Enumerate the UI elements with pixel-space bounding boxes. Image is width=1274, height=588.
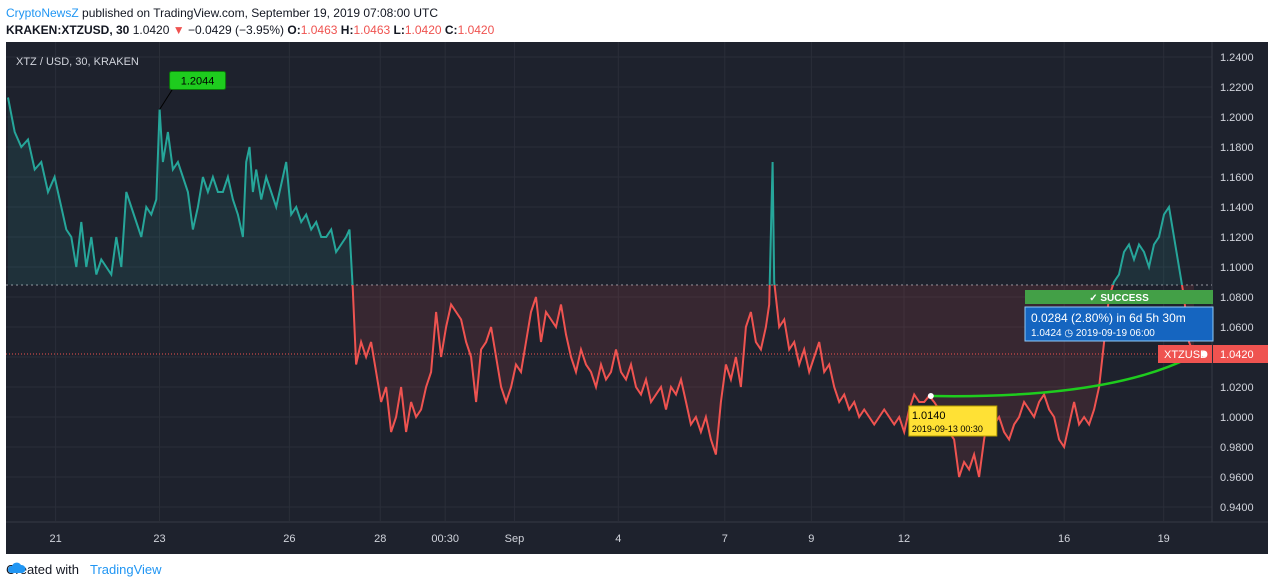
author-link[interactable]: CryptoNewsZ xyxy=(6,6,79,20)
x-tick-label: 12 xyxy=(898,533,910,545)
x-tick-label: 16 xyxy=(1058,533,1070,545)
publish-line: CryptoNewsZ published on TradingView.com… xyxy=(6,6,438,20)
last-price-dot xyxy=(1201,351,1207,357)
success-banner-label: ✓ SUCCESS xyxy=(1089,293,1149,304)
y-tick-label: 1.0800 xyxy=(1220,292,1254,304)
symbol-label: KRAKEN:XTZUSD, 30 xyxy=(6,23,130,37)
y-tick-label: 1.1200 xyxy=(1220,232,1254,244)
y-tick-label: 0.9400 xyxy=(1220,502,1254,514)
high-callout-box xyxy=(169,71,227,90)
created-with-label: Created with xyxy=(6,562,79,577)
y-tick-label: 1.2000 xyxy=(1220,112,1254,124)
high-callout-label: 1.2044 xyxy=(181,76,215,88)
last-symbol-tag xyxy=(1158,345,1212,363)
x-tick-label: Sep xyxy=(505,533,525,545)
x-tick-label: 4 xyxy=(615,533,621,545)
close-label: C: xyxy=(444,23,458,37)
x-tick-label: 19 xyxy=(1158,533,1170,545)
y-tick-label: 1.0200 xyxy=(1220,382,1254,394)
open-label: O: xyxy=(287,23,301,37)
area-above-baseline xyxy=(8,97,1194,285)
y-tick-label: 1.1000 xyxy=(1220,262,1254,274)
y-tick-label: 0.9800 xyxy=(1220,442,1254,454)
area-below-baseline xyxy=(8,285,1194,477)
footer: Created with TradingView xyxy=(6,562,162,577)
tradingview-link[interactable]: TradingView xyxy=(90,562,162,577)
low-label: L: xyxy=(393,23,405,37)
high-label: H: xyxy=(340,23,354,37)
chart-header: CryptoNewsZ published on TradingView.com… xyxy=(0,0,1274,42)
chart-title: XTZ / USD, 30, KRAKEN xyxy=(16,56,139,68)
y-tick-label: 1.1800 xyxy=(1220,142,1254,154)
y-tick-label: 1.0600 xyxy=(1220,322,1254,334)
result-box xyxy=(1024,306,1214,342)
publish-info: published on TradingView.com, September … xyxy=(82,6,439,20)
price-chart[interactable]: 1.2400 1.2200 1.2000 1.1800 1.1600 1.1400 1.12… xyxy=(6,42,1268,554)
price-change: −0.0429 (−3.95%) xyxy=(187,23,285,37)
last-price-label: 1.0420 xyxy=(1220,349,1254,361)
low-value: 1.0420 xyxy=(404,23,442,37)
y-tick-label: 1.1600 xyxy=(1220,172,1254,184)
result-line-2: 1.0424 ◷ 2019-09-19 06:00 xyxy=(1031,328,1155,339)
last-symbol-label: XTZUSD xyxy=(1164,349,1208,361)
high-value: 1.0463 xyxy=(353,23,391,37)
low-callout-value: 1.0140 xyxy=(912,410,946,422)
x-tick-label: 28 xyxy=(374,533,386,545)
result-line-1: 0.0284 (2.80%) in 6d 5h 30m xyxy=(1031,311,1186,325)
success-banner xyxy=(1025,290,1213,304)
x-tick-label: 21 xyxy=(49,533,61,545)
down-arrow-icon: ▼ xyxy=(172,23,185,37)
y-tick-label: 0.9600 xyxy=(1220,472,1254,484)
last-price-tag xyxy=(1213,345,1268,363)
price-line-above xyxy=(7,97,1184,285)
last-price: 1.0420 xyxy=(132,23,170,37)
y-tick-label: 1.2200 xyxy=(1220,82,1254,94)
projection-start-dot xyxy=(927,393,934,399)
x-tick-label: 7 xyxy=(722,533,728,545)
open-value: 1.0463 xyxy=(300,23,338,37)
low-callout-date: 2019-09-13 00:30 xyxy=(912,424,983,434)
x-tick-label: 9 xyxy=(808,533,814,545)
x-tick-label: 26 xyxy=(283,533,295,545)
ohlc-line: KRAKEN:XTZUSD, 30 1.0420 ▼ −0.0429 (−3.9… xyxy=(6,23,494,37)
x-tick-label: 00:30 xyxy=(431,533,459,545)
close-value: 1.0420 xyxy=(457,23,495,37)
y-tick-label: 1.0000 xyxy=(1220,412,1254,424)
high-callout-leader xyxy=(159,87,175,110)
low-callout-box xyxy=(908,405,998,437)
y-tick-label: 1.2400 xyxy=(1220,52,1254,64)
y-tick-label: 1.1400 xyxy=(1220,202,1254,214)
x-tick-label: 23 xyxy=(153,533,165,545)
chart-panel[interactable]: 1.2400 1.2200 1.2000 1.1800 1.1600 1.1400 1.12… xyxy=(6,42,1268,554)
projection-arrow xyxy=(930,355,1192,398)
